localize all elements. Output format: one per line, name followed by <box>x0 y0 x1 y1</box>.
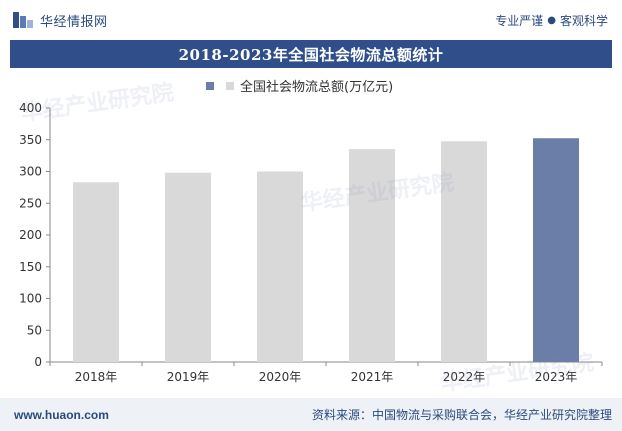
y-tick-label: 350 <box>19 133 42 147</box>
y-tick-label: 150 <box>19 260 42 274</box>
slogan-dot: ● <box>547 14 556 26</box>
bar <box>73 182 119 362</box>
slogan-left: 专业严谨 <box>495 13 544 28</box>
y-tick-label: 250 <box>19 196 42 210</box>
bar <box>257 171 303 362</box>
x-tick-label: 2021年 <box>351 370 394 384</box>
chart-title: 2018-2023年全国社会物流总额统计 <box>10 40 612 68</box>
brand-name: 华经情报网 <box>40 14 108 30</box>
y-tick-label: 300 <box>19 165 42 179</box>
footer-url[interactable]: www.huaon.com <box>14 407 109 422</box>
x-tick-label: 2020年 <box>259 370 302 384</box>
y-tick-label: 0 <box>34 355 42 369</box>
y-tick-label: 100 <box>19 292 42 306</box>
footer-source: 资料来源：中国物流与采购联合会，华经产业研究院整理 <box>311 408 612 422</box>
bar <box>349 149 395 362</box>
x-tick-label: 2019年 <box>167 370 210 384</box>
huajing-logo-icon <box>13 12 33 28</box>
bar <box>441 141 487 362</box>
legend-swatch <box>226 82 234 90</box>
legend-swatch-highlight <box>206 82 214 90</box>
y-tick-label: 50 <box>27 323 42 337</box>
x-tick-label: 2018年 <box>75 370 118 384</box>
slogan-right: 客观科学 <box>559 13 608 28</box>
footer: www.huaon.com 资料来源：中国物流与采购联合会，华经产业研究院整理 <box>0 398 622 431</box>
slogan: 专业严谨 ● 客观科学 <box>495 12 608 29</box>
legend-label: 全国社会物流总额(万亿元) <box>240 79 393 95</box>
bar-chart: 0 50 100 150 200 250 300 350 400 2018年 2019年 2020年 2… <box>19 79 603 384</box>
y-tick-label: 400 <box>19 101 42 115</box>
y-tick-label: 200 <box>19 228 42 242</box>
chart-area: 0 50 100 150 200 250 300 350 400 2018年 2019年 2020年 2… <box>0 68 622 398</box>
x-tick-label: 2023年 <box>535 370 578 384</box>
bar <box>165 172 211 362</box>
top-bar: 华经情报网 专业严谨 ● 客观科学 <box>0 0 622 40</box>
brand: 华经情报网 <box>12 9 108 31</box>
bar <box>533 138 579 362</box>
x-tick-label: 2022年 <box>443 370 486 384</box>
